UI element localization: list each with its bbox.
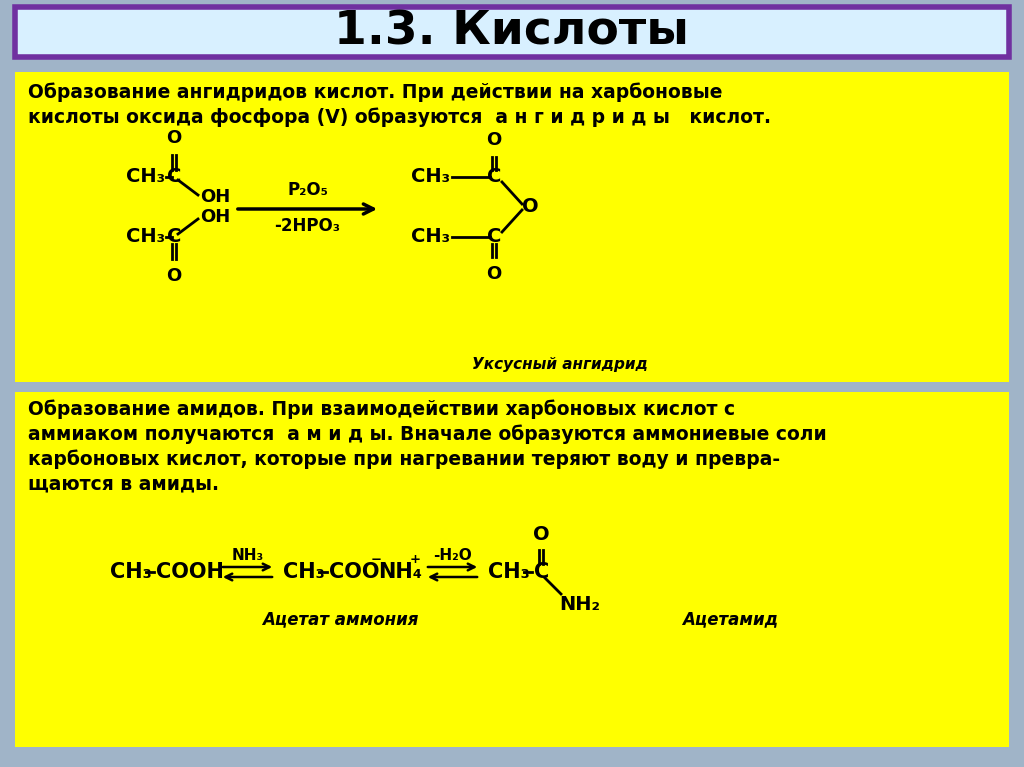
Text: Образование ангидридов кислот. При действии на харбоновые: Образование ангидридов кислот. При дейст… bbox=[28, 82, 723, 101]
FancyBboxPatch shape bbox=[15, 7, 1009, 57]
Text: P₂O₅: P₂O₅ bbox=[287, 181, 328, 199]
Text: COOH: COOH bbox=[156, 562, 224, 582]
Text: карбоновых кислот, которые при нагревании теряют воду и превра-: карбоновых кислот, которые при нагревани… bbox=[28, 449, 780, 469]
Text: ⁺: ⁺ bbox=[410, 554, 421, 574]
Text: CH₃: CH₃ bbox=[110, 562, 152, 582]
Text: кислоты оксида фосфора (V) образуются  а н г и д р и д ы   кислот.: кислоты оксида фосфора (V) образуются а … bbox=[28, 107, 771, 127]
Text: Ацетамид: Ацетамид bbox=[682, 610, 778, 628]
Text: CH₃: CH₃ bbox=[126, 228, 165, 246]
Text: Ацетат аммония: Ацетат аммония bbox=[262, 610, 418, 628]
Text: OH: OH bbox=[200, 188, 230, 206]
Text: NH₄: NH₄ bbox=[378, 562, 422, 582]
Text: ⁻: ⁻ bbox=[371, 554, 382, 574]
Text: -H₂O: -H₂O bbox=[433, 548, 472, 563]
Text: O: O bbox=[532, 525, 549, 544]
Text: O: O bbox=[166, 129, 181, 147]
Text: O: O bbox=[521, 197, 539, 216]
Text: CH₃: CH₃ bbox=[126, 167, 165, 186]
FancyBboxPatch shape bbox=[15, 392, 1009, 747]
Text: CH₃: CH₃ bbox=[283, 562, 325, 582]
Text: C: C bbox=[486, 167, 501, 186]
Text: щаются в амиды.: щаются в амиды. bbox=[28, 474, 219, 493]
Text: Образование амидов. При взаимодействии харбоновых кислот с: Образование амидов. При взаимодействии х… bbox=[28, 399, 735, 419]
Text: -2HPO₃: -2HPO₃ bbox=[274, 217, 341, 235]
Text: 1.3. Кислоты: 1.3. Кислоты bbox=[335, 9, 689, 54]
Text: Уксусный ангидрид: Уксусный ангидрид bbox=[472, 357, 648, 372]
Text: C: C bbox=[486, 228, 501, 246]
Text: O: O bbox=[166, 267, 181, 285]
Text: C: C bbox=[167, 167, 181, 186]
Text: O: O bbox=[486, 131, 502, 149]
Text: C: C bbox=[534, 562, 549, 582]
Text: OH: OH bbox=[200, 208, 230, 226]
Text: COO: COO bbox=[329, 562, 380, 582]
Text: O: O bbox=[486, 265, 502, 283]
Text: аммиаком получаются  а м и д ы. Вначале образуются аммониевые соли: аммиаком получаются а м и д ы. Вначале о… bbox=[28, 424, 826, 443]
FancyBboxPatch shape bbox=[15, 72, 1009, 382]
Text: NH₂: NH₂ bbox=[559, 594, 600, 614]
Text: CH₃: CH₃ bbox=[488, 562, 529, 582]
Text: CH₃: CH₃ bbox=[411, 167, 450, 186]
Text: CH₃: CH₃ bbox=[411, 228, 450, 246]
Text: NH₃: NH₃ bbox=[231, 548, 263, 563]
Text: C: C bbox=[167, 228, 181, 246]
